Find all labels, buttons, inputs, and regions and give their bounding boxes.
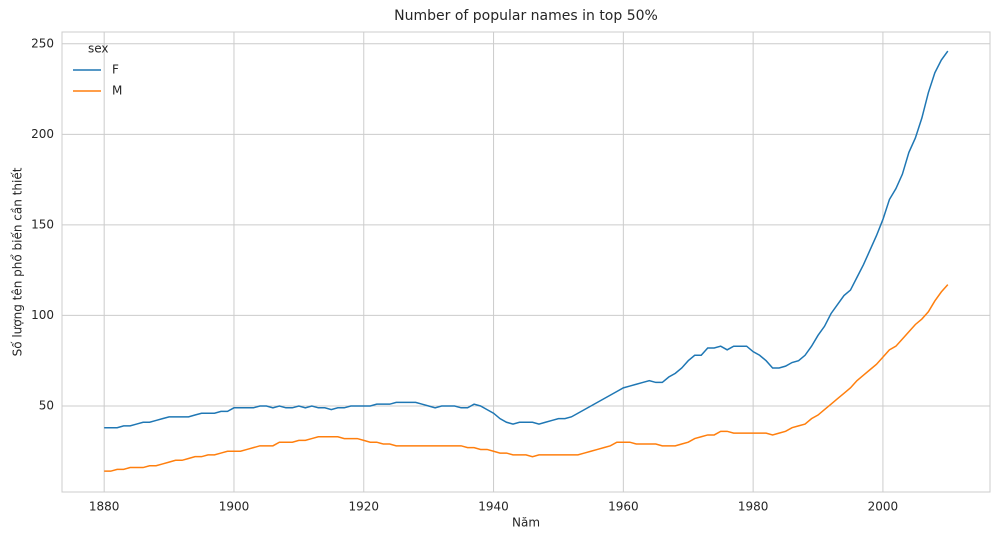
- x-tick-label: 1940: [478, 500, 509, 514]
- x-tick-label: 1900: [219, 500, 250, 514]
- y-tick-label: 250: [31, 36, 54, 50]
- y-tick-label: 150: [31, 217, 54, 231]
- x-tick-label: 1960: [608, 500, 639, 514]
- x-axis-label: Năm: [512, 516, 540, 530]
- plot-frame: [61, 31, 991, 493]
- y-tick-label: 200: [31, 127, 54, 141]
- y-tick-label: 50: [39, 398, 54, 412]
- legend-title: sex: [88, 42, 109, 56]
- x-tick-label: 1920: [348, 500, 379, 514]
- legend-label: F: [112, 63, 119, 77]
- x-tick-label: 2000: [868, 500, 899, 514]
- x-tick-label: 1880: [89, 500, 120, 514]
- y-axis-label: Số lượng tên phổ biến cần thiết: [11, 167, 25, 356]
- legend-label: M: [112, 84, 122, 98]
- series-line: [104, 284, 949, 472]
- x-tick-label: 1980: [738, 500, 769, 514]
- y-tick-label: 100: [31, 308, 54, 322]
- series-line: [104, 50, 949, 429]
- chart-title: Number of popular names in top 50%: [394, 8, 658, 24]
